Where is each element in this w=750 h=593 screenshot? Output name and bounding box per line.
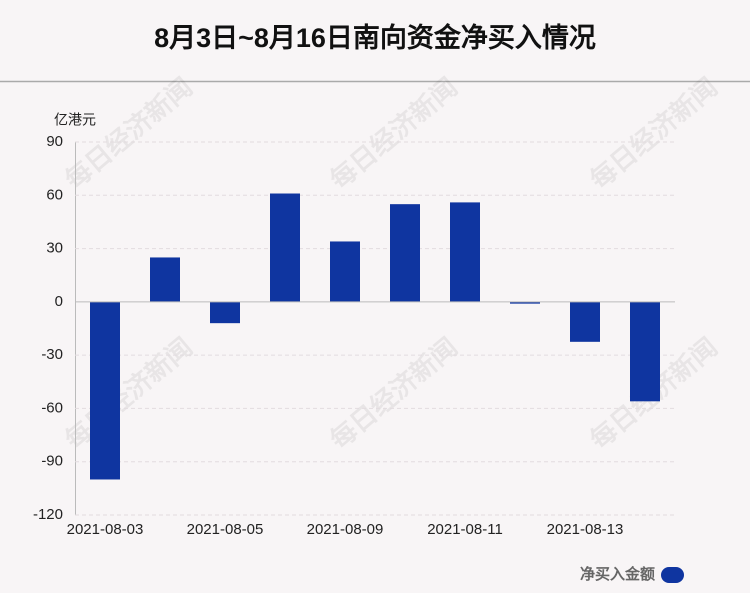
y-tick-label: 30	[46, 240, 63, 257]
y-tick-label: -60	[41, 399, 63, 416]
y-tick-label: 0	[55, 293, 63, 310]
bar	[330, 241, 360, 302]
bar	[150, 257, 180, 302]
bar	[390, 204, 420, 302]
y-tick-label: 90	[46, 133, 63, 150]
y-tick-label: -30	[41, 346, 63, 363]
bar	[570, 301, 600, 342]
y-tick-label: -120	[33, 506, 63, 523]
bar	[210, 301, 240, 324]
bar	[630, 301, 660, 402]
bar	[90, 301, 120, 480]
x-tick-label: 2021-08-13	[547, 521, 624, 538]
chart-title: 8月3日~8月16日南向资金净买入情况	[154, 22, 596, 53]
legend-swatch	[661, 567, 684, 583]
x-tick-label: 2021-08-09	[307, 521, 384, 538]
x-tick-label: 2021-08-05	[187, 521, 264, 538]
y-tick-label: -90	[41, 453, 63, 470]
legend-label: 净买入金额	[580, 565, 655, 583]
bar	[270, 193, 300, 302]
y-tick-label: 60	[46, 186, 63, 203]
x-tick-label: 2021-08-03	[67, 521, 144, 538]
bar	[450, 202, 480, 302]
y-axis-label: 亿港元	[54, 112, 96, 128]
x-tick-label: 2021-08-11	[427, 521, 503, 538]
bar	[510, 301, 540, 304]
